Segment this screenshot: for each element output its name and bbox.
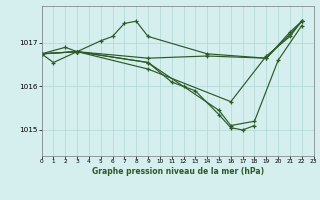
X-axis label: Graphe pression niveau de la mer (hPa): Graphe pression niveau de la mer (hPa) — [92, 167, 264, 176]
